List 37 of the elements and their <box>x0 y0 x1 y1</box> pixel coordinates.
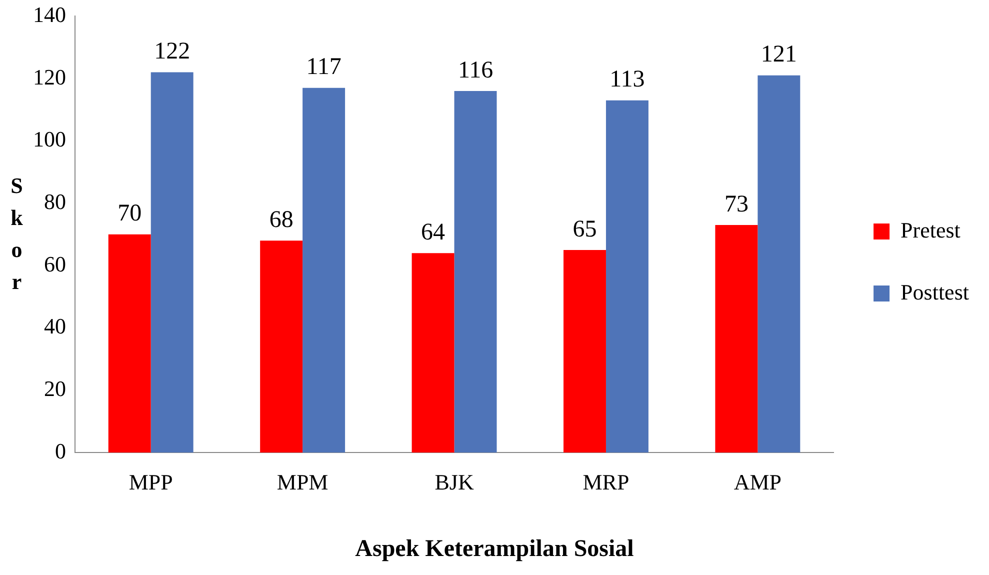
data-label: 68 <box>269 206 294 233</box>
data-label: 65 <box>572 216 597 242</box>
data-label: 70 <box>118 200 142 227</box>
bar <box>412 253 454 453</box>
bar <box>715 225 758 453</box>
legend-label: Pretest <box>900 217 960 242</box>
y-tick-label: 0 <box>55 438 66 464</box>
y-tick-label: 80 <box>44 189 66 214</box>
bar <box>758 75 800 453</box>
y-axis-title: Skor <box>10 172 24 296</box>
data-label: 121 <box>760 42 797 68</box>
x-axis-title: Aspek Keterampilan Sosial <box>354 536 635 563</box>
data-label: 117 <box>306 54 342 80</box>
data-label: 73 <box>724 191 748 218</box>
y-tick-label: 100 <box>33 126 66 152</box>
data-label: 122 <box>154 38 190 65</box>
x-tick-label: AMP <box>734 470 782 495</box>
data-label: 116 <box>458 57 494 84</box>
x-tick-label: BJK <box>434 470 474 495</box>
x-tick-label: MRP <box>582 470 630 495</box>
y-tick-label: 120 <box>33 64 66 90</box>
y-tick-label: 40 <box>44 314 66 339</box>
bar <box>150 72 194 453</box>
bar <box>564 250 606 453</box>
bar <box>454 91 497 453</box>
data-label: 113 <box>610 66 645 93</box>
y-tick-label: 140 <box>33 2 66 27</box>
y-tick-label: 20 <box>44 376 66 402</box>
bar <box>260 240 303 453</box>
legend-label: Posttest <box>900 279 970 304</box>
bar <box>108 234 151 453</box>
x-tick-label: MPP <box>128 470 173 495</box>
x-tick-label: MPM <box>276 470 328 495</box>
bar <box>302 88 346 453</box>
data-label: 64 <box>421 219 446 246</box>
bar <box>606 100 648 453</box>
y-tick-label: 60 <box>44 251 66 276</box>
